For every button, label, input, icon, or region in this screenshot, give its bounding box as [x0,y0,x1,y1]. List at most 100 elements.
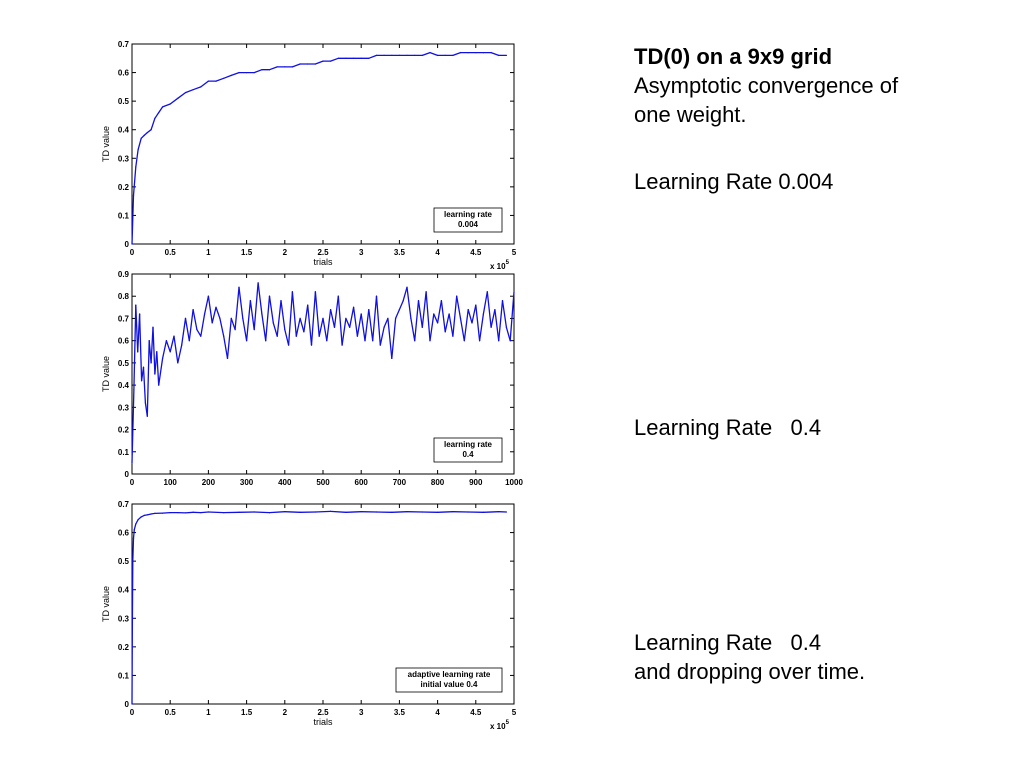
series-segment [329,510,347,513]
series-segment [211,306,217,324]
series-segment [200,80,210,88]
series-segment [448,313,454,337]
series-segment [184,317,190,342]
series-segment [200,313,206,337]
series-segment [436,511,454,513]
y-tick-label: 0.5 [118,359,130,368]
x-tick-label: 1.5 [241,248,253,257]
series-segment [498,300,504,342]
x-tick-label: 2.5 [317,248,329,257]
series-segment [132,166,137,197]
y-tick-label: 0.1 [118,671,130,680]
series-segment [501,300,508,328]
series-segment [326,308,332,342]
x-tick-label: 800 [431,478,445,487]
series-segment [478,313,485,342]
y-tick-label: 0.6 [118,69,130,78]
series-segment [137,516,142,521]
series-segment [303,304,309,333]
series-segment [230,317,236,331]
series-segment [142,366,147,404]
series-segment [230,71,240,77]
series-segment [360,313,366,342]
series-segment [184,511,194,514]
chart-middle-learning-rate-04: 0 100 200 300 400 500 600 700 800 900 1000 0 0.1 0.2 0… [101,270,523,487]
series-segment [132,529,135,539]
legend-text: adaptive learning rate [408,670,491,679]
series-segment [253,69,263,74]
x-axis-label: trials [313,257,333,267]
x-tick-label: 2 [283,248,288,257]
series-segment [433,313,439,324]
x-multiplier-label: x 105 [490,720,510,731]
series-segment [158,357,164,386]
x-tick-label: 2.5 [317,708,329,717]
series-segment [482,511,500,513]
y-tick-label: 0.6 [118,337,130,346]
x-multiplier-label: x 105 [490,260,510,271]
series-segment [352,306,359,337]
series-segment [268,66,278,71]
series-segment [318,317,324,337]
series-segment [158,106,164,114]
series-segment [402,286,408,302]
series-segment [272,322,278,337]
series-segment [398,300,404,311]
y-tick-label: 0.7 [118,314,130,323]
series-segment [394,308,401,320]
y-tick-label: 0.1 [118,448,130,457]
series-segment [322,317,328,342]
y-tick-label: 0.8 [118,292,130,301]
y-tick-label: 0.3 [118,154,130,163]
series-segment [299,317,305,333]
caption-block-top: TD(0) on a 9x9 grid Asymptotic convergen… [634,42,898,129]
series-segment [203,295,210,315]
series-segment [169,97,179,105]
series-segment [425,291,431,342]
series-segment [253,282,259,331]
x-tick-label: 300 [240,478,254,487]
series-segment [421,291,427,328]
x-tick-label: 0.5 [165,708,177,717]
x-tick-label: 5 [512,708,517,717]
x-tick-label: 3.5 [394,708,406,717]
series-segment [440,300,446,333]
series-segment [467,308,473,324]
series-segment [276,300,282,337]
series-segment [471,304,477,324]
series-segment [490,51,500,57]
series-segment [280,300,286,331]
series-segment [135,519,139,525]
y-tick-label: 0.4 [118,126,130,135]
series-segment [333,295,339,328]
series-segment [284,328,290,346]
x-tick-label: 3.5 [394,248,406,257]
series-segment [245,300,252,342]
caption-rate-3a: Learning Rate 0.4 [634,630,822,655]
caption-rate-2: Learning Rate 0.4 [634,415,822,440]
series-segment [406,286,412,320]
series-segment [261,313,267,342]
y-tick-label: 0 [125,240,130,249]
series-segment [391,317,397,360]
y-axis-label: TD value [101,586,111,622]
y-axis-label: TD value [101,356,111,392]
series-segment [223,335,229,360]
y-tick-label: 0.4 [118,381,130,390]
x-tick-label: 3 [359,708,364,717]
series-segment [444,313,450,333]
series-segment [181,317,187,346]
series-segment [391,511,408,513]
y-tick-label: 0.3 [118,403,130,412]
caption-line-1: Asymptotic convergence of [634,73,899,98]
series-segment [463,308,469,342]
series-segment [133,523,137,531]
y-tick-label: 0.2 [118,426,130,435]
x-tick-label: 1000 [505,478,523,487]
x-tick-label: 2 [283,708,288,717]
series-segment [375,295,381,346]
series-segment [219,317,225,337]
series-segment [490,308,496,328]
series-segment [372,295,378,342]
series-segment [314,60,324,65]
